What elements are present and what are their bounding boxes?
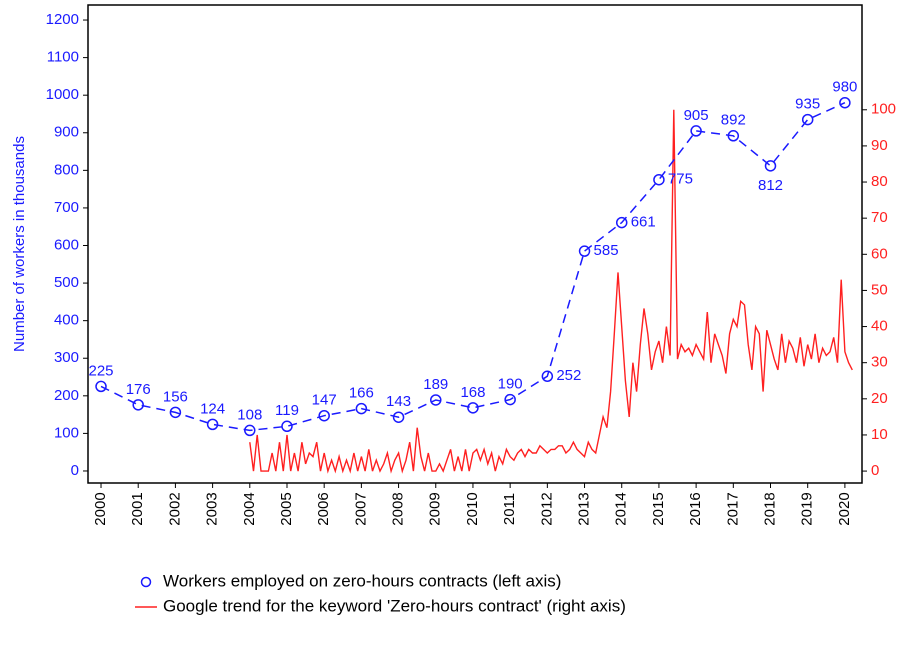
value-label: 166 — [349, 385, 374, 402]
value-label: 905 — [684, 107, 709, 124]
x-tick-label: 2019 — [799, 492, 816, 525]
value-label: 225 — [89, 362, 114, 379]
workers-point — [727, 130, 740, 142]
y-tick-label: 100 — [54, 424, 79, 441]
y2-tick-label: 90 — [871, 137, 888, 154]
value-label: 156 — [163, 388, 188, 405]
value-label: 252 — [556, 367, 581, 384]
y2-tick-label: 30 — [871, 354, 888, 371]
x-tick-label: 2011 — [501, 493, 518, 525]
y-tick-label: 900 — [54, 124, 79, 141]
trend-line — [249, 109, 853, 474]
y-tick-label: 700 — [54, 199, 79, 216]
plot-frame — [87, 4, 863, 484]
y2-tick-label: 40 — [871, 318, 888, 335]
y-tick-label: 400 — [54, 312, 79, 329]
y2-tick-label: 80 — [871, 173, 888, 190]
y-tick-label: 500 — [54, 274, 79, 291]
value-label: 661 — [631, 214, 656, 231]
workers-point — [578, 245, 591, 257]
y-tick-label: 1200 — [46, 11, 79, 28]
value-label: 176 — [126, 381, 151, 398]
y-tick-label: 800 — [54, 161, 79, 178]
x-tick-label: 2010 — [464, 492, 481, 525]
workers-point — [281, 420, 293, 433]
workers-line — [100, 102, 846, 432]
value-label: 119 — [275, 402, 299, 419]
value-label: 108 — [237, 406, 262, 423]
y2-tick-label: 20 — [871, 390, 888, 407]
x-tick-label: 2016 — [687, 492, 704, 525]
value-label: 190 — [498, 376, 523, 393]
workers-point — [430, 394, 442, 406]
x-tick-label: 2000 — [92, 492, 109, 525]
workers-point — [839, 96, 851, 109]
workers-point — [392, 411, 405, 423]
workers-point — [504, 393, 516, 406]
value-label: 147 — [312, 392, 337, 409]
workers-point — [169, 406, 182, 419]
y-tick-label: 1100 — [47, 49, 79, 66]
workers-point — [615, 216, 628, 229]
workers-point — [467, 402, 479, 414]
workers-point — [95, 380, 107, 393]
value-label: 980 — [832, 79, 857, 96]
workers-point — [801, 113, 814, 126]
x-tick-label: 2015 — [650, 492, 667, 525]
value-label: 143 — [386, 393, 411, 410]
value-label: 124 — [200, 400, 225, 417]
x-tick-label: 2017 — [724, 492, 741, 525]
x-tick-label: 2018 — [761, 492, 778, 525]
x-tick-label: 2004 — [241, 492, 258, 525]
workers-point — [318, 409, 330, 422]
value-label: 585 — [594, 242, 619, 259]
value-label: 892 — [721, 112, 746, 129]
x-tick-label: 2007 — [352, 492, 369, 525]
workers-point — [541, 370, 554, 383]
x-tick-label: 2014 — [613, 492, 630, 525]
legend-label: Google trend for the keyword 'Zero-hours… — [163, 596, 626, 615]
workers-point — [132, 399, 144, 411]
y-tick-label: 600 — [54, 236, 79, 253]
x-tick-label: 2009 — [427, 492, 444, 525]
value-label: 775 — [668, 171, 693, 188]
legend-label: Workers employed on zero-hours contracts… — [163, 571, 561, 590]
y-tick-label: 300 — [54, 349, 79, 366]
y-axis-label: Number of workers in thousands — [11, 136, 28, 352]
x-tick-label: 2006 — [315, 492, 332, 525]
y2-tick-label: 70 — [871, 209, 888, 226]
workers-point — [244, 424, 256, 437]
x-tick-label: 2008 — [390, 492, 407, 525]
workers-point — [764, 160, 777, 172]
y2-tick-label: 10 — [871, 426, 888, 443]
y-tick-label: 0 — [71, 462, 79, 479]
x-tick-label: 2001 — [129, 492, 146, 525]
value-label: 935 — [795, 96, 820, 113]
workers-point — [355, 402, 368, 415]
y2-tick-label: 50 — [871, 281, 888, 298]
x-tick-label: 2002 — [166, 492, 183, 525]
value-label: 812 — [758, 177, 783, 194]
workers-point — [690, 125, 702, 137]
value-label: 168 — [460, 384, 485, 401]
value-label: 189 — [423, 376, 448, 393]
y2-tick-label: 0 — [871, 462, 879, 479]
x-tick-label: 2013 — [576, 492, 593, 525]
x-tick-label: 2012 — [538, 492, 555, 525]
y-tick-label: 1000 — [46, 86, 79, 103]
y-tick-label: 200 — [54, 387, 79, 404]
y2-tick-label: 100 — [871, 101, 896, 118]
y2-tick-label: 60 — [871, 245, 888, 262]
legend-marker — [140, 576, 152, 588]
x-tick-label: 2005 — [278, 492, 295, 525]
workers-point — [653, 173, 665, 186]
workers-point — [206, 418, 219, 431]
x-tick-label: 2003 — [204, 492, 221, 525]
x-tick-label: 2020 — [836, 492, 853, 525]
